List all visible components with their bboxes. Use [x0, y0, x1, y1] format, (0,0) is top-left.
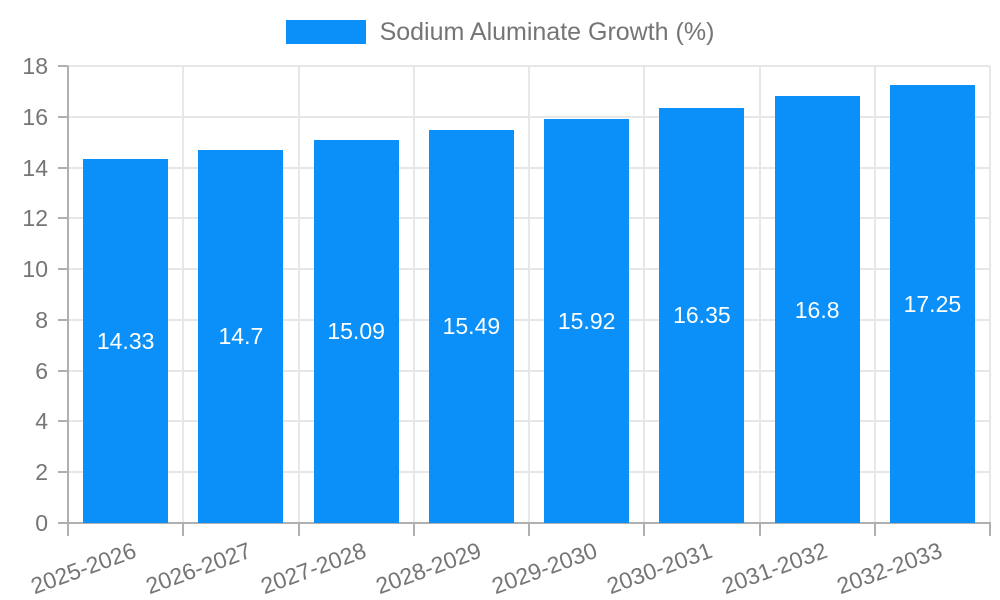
x-axis-line: [67, 522, 991, 524]
y-axis-tick-label: 16: [22, 103, 48, 130]
x-axis-tick: [67, 523, 69, 536]
x-axis-tick: [182, 523, 185, 536]
gridline-vertical: [873, 66, 876, 523]
x-axis-tick: [989, 523, 991, 536]
x-axis-tick-label: 2032-2033: [833, 537, 946, 600]
y-axis-tick-label: 18: [22, 53, 48, 79]
bar[interactable]: [428, 129, 514, 523]
legend-label: Sodium Aluminate Growth (%): [379, 18, 715, 46]
y-axis-tick-label: 2: [35, 459, 48, 486]
x-axis-tick-label: 2028-2029: [372, 537, 485, 600]
gridline-vertical: [758, 66, 761, 523]
gridline-vertical: [643, 66, 646, 523]
x-axis-tick: [528, 523, 530, 536]
bar[interactable]: [83, 159, 169, 523]
x-axis-tick: [873, 523, 876, 536]
y-axis-tick: [58, 522, 68, 524]
gridline-vertical: [412, 66, 415, 523]
y-axis-tick: [58, 217, 68, 220]
y-axis-tick: [58, 420, 68, 423]
x-axis-tick-label: 2027-2028: [257, 537, 370, 600]
y-axis-tick-label: 8: [35, 306, 48, 333]
bar-value-label: 16.35: [673, 302, 731, 329]
legend[interactable]: Sodium Aluminate Growth (%): [0, 19, 1000, 45]
y-axis-tick-label: 0: [35, 510, 48, 536]
bar-value-label: 15.09: [327, 318, 385, 345]
y-axis-tick-label: 6: [35, 357, 48, 384]
x-axis-tick-label: 2026-2027: [142, 537, 255, 600]
bar-value-label: 16.8: [794, 296, 840, 323]
y-axis-tick: [58, 369, 68, 372]
gridline-vertical: [182, 66, 185, 523]
legend-swatch-icon: [285, 20, 366, 44]
x-axis-tick: [643, 523, 646, 536]
bar-value-label: 17.25: [903, 291, 962, 318]
y-axis-tick-label: 14: [22, 154, 48, 181]
gridline-vertical: [528, 66, 530, 523]
bar-value-label: 15.92: [557, 307, 616, 334]
x-axis-tick: [297, 523, 300, 536]
y-axis-tick: [58, 471, 68, 474]
y-axis-tick-label: 4: [35, 408, 48, 435]
bar-value-label: 15.49: [442, 313, 501, 340]
x-axis-tick-label: 2029-2030: [487, 537, 601, 600]
bar[interactable]: [544, 118, 630, 523]
y-axis-tick: [58, 318, 68, 321]
x-axis-tick-label: 2031-2032: [718, 537, 831, 600]
x-axis-tick: [412, 523, 415, 536]
y-axis-tick: [58, 166, 68, 169]
bar[interactable]: [198, 149, 284, 523]
x-axis-tick-label: 2025-2026: [26, 537, 140, 600]
bar-value-label: 14.33: [96, 328, 155, 355]
y-axis-line: [67, 66, 69, 523]
gridline-vertical: [297, 66, 300, 523]
bar[interactable]: [889, 85, 975, 523]
x-axis-tick-label: 2030-2031: [603, 537, 716, 600]
y-axis-tick: [58, 65, 68, 67]
y-axis-tick: [58, 268, 68, 271]
x-axis-tick: [758, 523, 761, 536]
bar[interactable]: [313, 139, 399, 523]
y-axis-tick-label: 10: [22, 256, 48, 283]
bar[interactable]: [774, 96, 860, 523]
gridline-vertical: [989, 66, 991, 523]
bar-value-label: 14.7: [218, 323, 264, 350]
y-axis-tick: [58, 115, 68, 118]
y-axis-tick-label: 12: [22, 205, 48, 232]
bar[interactable]: [659, 107, 745, 523]
